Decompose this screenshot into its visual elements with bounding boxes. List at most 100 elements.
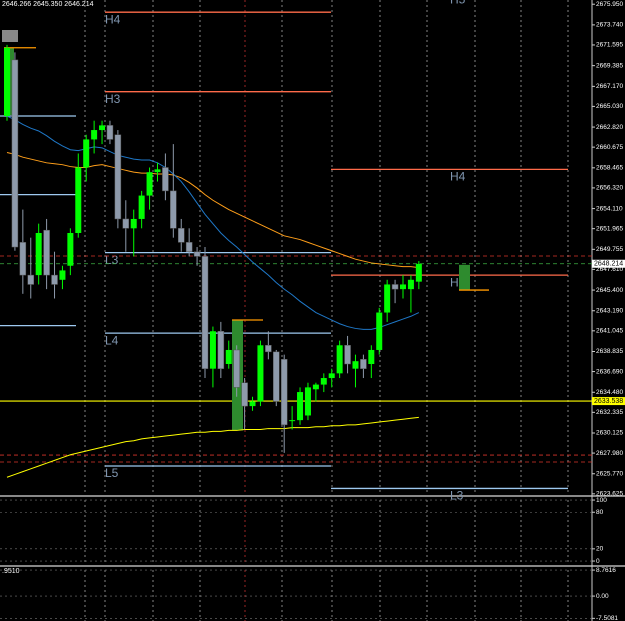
- y-tick-label: 2634.480: [596, 389, 623, 396]
- candle-body: [297, 392, 304, 421]
- y-tick-label: 2638.835: [596, 348, 623, 355]
- ohlc-header: 2646.266 2645.350 2646.214: [2, 1, 94, 8]
- candle-body: [415, 263, 422, 282]
- candle-body: [249, 401, 256, 407]
- y-tick-label: 2658.465: [596, 165, 623, 172]
- candle-body: [400, 284, 406, 290]
- y-tick-label: 2656.320: [596, 185, 623, 192]
- y-tick-label: 2675.950: [596, 1, 623, 8]
- candle-body: [289, 420, 296, 422]
- indicator-label: .9510: [2, 568, 20, 575]
- y-tick-label: -7.5081: [596, 615, 618, 621]
- candle-body: [336, 345, 343, 374]
- level-label: L3: [105, 253, 119, 267]
- candle-body: [391, 284, 399, 290]
- candle-body: [99, 125, 106, 131]
- range-box: [459, 264, 470, 291]
- y-tick-label: 2654.110: [596, 205, 623, 212]
- alert-price-label: 2633.538: [594, 398, 623, 405]
- candle-body: [376, 312, 383, 350]
- candle-body: [201, 256, 209, 369]
- candle-body: [257, 345, 264, 402]
- candle-body: [217, 330, 225, 369]
- candle-body: [83, 139, 90, 168]
- candle-body: [273, 351, 280, 402]
- candle-body: [320, 378, 327, 385]
- candle-body: [352, 361, 359, 369]
- candle-body: [304, 387, 311, 416]
- y-tick-label: 2649.755: [596, 246, 623, 253]
- candle-body: [328, 373, 335, 379]
- candle-body: [51, 274, 58, 285]
- y-tick-label: 2671.595: [596, 42, 623, 49]
- level-label: L4: [105, 333, 119, 347]
- y-tick-label: 2641.045: [596, 328, 623, 335]
- last-price-box: [592, 259, 625, 268]
- alert-price-box: [592, 397, 625, 406]
- moving-average: [6, 152, 419, 269]
- candle-body: [312, 384, 319, 390]
- moving-average: [6, 416, 419, 478]
- y-tick-label: 2662.820: [596, 124, 623, 131]
- y-tick-label: 2636.690: [596, 368, 623, 375]
- candle-body: [27, 274, 35, 285]
- y-tick-label: 20: [596, 546, 604, 553]
- candle-body: [106, 125, 114, 140]
- y-tick-label: 80: [596, 509, 604, 516]
- level-label: L5: [105, 466, 119, 480]
- candle-body: [35, 232, 42, 276]
- candle-body: [170, 190, 177, 229]
- candle-body: [4, 47, 10, 117]
- y-tick-label: 2665.030: [596, 103, 623, 110]
- y-tick-label: 8.7616: [596, 567, 616, 574]
- candle-body: [146, 172, 153, 196]
- candle-body: [43, 229, 50, 276]
- y-tick-label: 2645.400: [596, 287, 623, 294]
- y-tick-label: 2632.335: [596, 409, 623, 416]
- level-label: L3: [450, 489, 464, 503]
- candle-body: [91, 130, 98, 140]
- candle-body: [344, 345, 351, 365]
- y-tick-label: 2643.190: [596, 307, 623, 314]
- y-tick-label: 2669.385: [596, 62, 623, 69]
- candle-body: [241, 382, 248, 407]
- candle-body: [233, 349, 240, 388]
- candle-body: [177, 228, 185, 243]
- y-tick-label: 2647.610: [596, 266, 623, 273]
- candle-body: [368, 349, 375, 364]
- y-tick-label: 2651.965: [596, 225, 623, 232]
- candle-body: [407, 279, 414, 290]
- candle-body: [138, 195, 145, 219]
- level-label: H4: [105, 12, 121, 26]
- level-label: H4: [450, 170, 466, 184]
- y-tick-label: 0.00: [596, 593, 609, 600]
- y-tick-label: 2623.625: [596, 491, 623, 498]
- y-tick-label: 100: [596, 497, 607, 504]
- candle-body: [67, 232, 74, 266]
- y-tick-label: 0: [596, 558, 600, 565]
- candle-body: [114, 134, 122, 220]
- candle-body: [75, 167, 82, 233]
- candle-body: [122, 218, 130, 229]
- y-tick-label: 2630.125: [596, 430, 623, 437]
- y-tick-label: 2627.980: [596, 450, 623, 457]
- candle-body: [19, 242, 27, 276]
- moving-average: [6, 115, 420, 330]
- candle-body: [225, 349, 232, 364]
- candle-body: [265, 345, 272, 353]
- level-label: H3: [105, 92, 121, 106]
- panel-button[interactable]: [2, 30, 18, 42]
- candle-body: [280, 359, 288, 426]
- y-tick-label: 2625.770: [596, 470, 623, 477]
- y-tick-label: 2660.675: [596, 144, 623, 151]
- candle-body: [384, 284, 391, 313]
- candle-body: [193, 251, 201, 257]
- y-tick-label: 2667.170: [596, 83, 623, 90]
- y-tick-label: 2673.740: [596, 22, 623, 29]
- candle-body: [209, 331, 216, 369]
- candle-body: [154, 169, 161, 173]
- level-label: H5: [450, 0, 466, 7]
- candle-body: [59, 270, 66, 280]
- candle-body: [185, 242, 193, 252]
